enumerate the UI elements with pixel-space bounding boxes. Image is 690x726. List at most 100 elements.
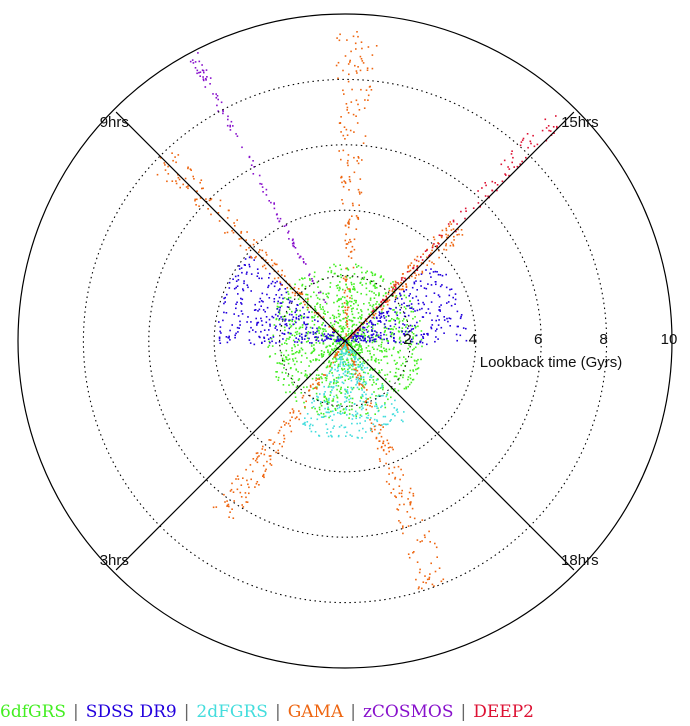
- point: [410, 303, 413, 305]
- point: [425, 287, 428, 290]
- point: [202, 76, 204, 78]
- point: [357, 331, 359, 334]
- point: [392, 287, 395, 289]
- point: [348, 341, 351, 344]
- point: [334, 355, 336, 357]
- point: [345, 363, 347, 365]
- point: [356, 386, 359, 389]
- point: [336, 287, 339, 289]
- point: [365, 393, 367, 396]
- point: [329, 370, 331, 373]
- point: [283, 441, 285, 443]
- point: [369, 405, 371, 407]
- point: [412, 336, 414, 338]
- point: [536, 143, 539, 146]
- point: [177, 174, 179, 176]
- point: [417, 299, 419, 302]
- point: [327, 292, 330, 295]
- point: [218, 336, 221, 339]
- point: [379, 305, 382, 308]
- point: [359, 361, 361, 363]
- point: [289, 367, 292, 370]
- point: [353, 403, 356, 405]
- point: [343, 426, 346, 429]
- point: [260, 183, 263, 185]
- point: [258, 251, 260, 253]
- point: [391, 354, 393, 357]
- series-6dfgrs: [267, 263, 423, 419]
- point: [236, 285, 239, 287]
- point: [232, 125, 234, 127]
- series-2dfgrs: [302, 341, 405, 439]
- point: [398, 341, 401, 344]
- point: [400, 364, 403, 367]
- point: [322, 355, 324, 357]
- point: [419, 340, 422, 343]
- point: [527, 146, 529, 149]
- point: [485, 184, 487, 187]
- point: [477, 190, 479, 192]
- point: [431, 261, 433, 264]
- point: [288, 358, 291, 360]
- point: [365, 347, 368, 349]
- point: [231, 324, 233, 326]
- point: [350, 335, 353, 337]
- point: [393, 292, 396, 294]
- point: [360, 58, 363, 60]
- point: [342, 305, 344, 308]
- point: [382, 298, 384, 301]
- point: [269, 341, 271, 344]
- point: [216, 104, 218, 107]
- point: [269, 337, 272, 339]
- point: [420, 338, 423, 341]
- point: [278, 319, 280, 321]
- point: [325, 337, 328, 340]
- point: [277, 300, 279, 303]
- point: [358, 406, 361, 409]
- point: [383, 333, 385, 336]
- point: [331, 314, 334, 317]
- point: [437, 324, 440, 326]
- point: [375, 338, 377, 340]
- point: [240, 303, 243, 305]
- point: [317, 336, 319, 339]
- point: [195, 204, 197, 206]
- point: [343, 408, 345, 410]
- point: [261, 448, 264, 450]
- point: [348, 290, 351, 292]
- point: [194, 199, 196, 202]
- point: [354, 356, 357, 358]
- point: [275, 213, 278, 216]
- point: [301, 324, 304, 326]
- point: [351, 435, 353, 437]
- point: [332, 387, 334, 389]
- point: [373, 425, 376, 428]
- point: [370, 429, 372, 432]
- point: [310, 345, 313, 347]
- point: [234, 334, 236, 337]
- point: [258, 455, 260, 457]
- point: [378, 369, 381, 372]
- point: [287, 298, 289, 301]
- point: [332, 405, 334, 407]
- point: [350, 391, 352, 393]
- point: [305, 328, 307, 330]
- point: [352, 307, 354, 310]
- point: [324, 374, 327, 376]
- point: [304, 352, 307, 355]
- point: [408, 338, 411, 340]
- point: [394, 285, 397, 288]
- point: [352, 337, 354, 340]
- point: [166, 180, 168, 183]
- point: [339, 353, 341, 356]
- point: [430, 268, 432, 270]
- point: [245, 501, 248, 503]
- point: [230, 120, 233, 123]
- point: [346, 364, 348, 367]
- point: [254, 459, 257, 462]
- point: [335, 377, 338, 379]
- point: [367, 345, 370, 347]
- point: [270, 337, 273, 340]
- point: [414, 334, 417, 337]
- point: [384, 403, 386, 406]
